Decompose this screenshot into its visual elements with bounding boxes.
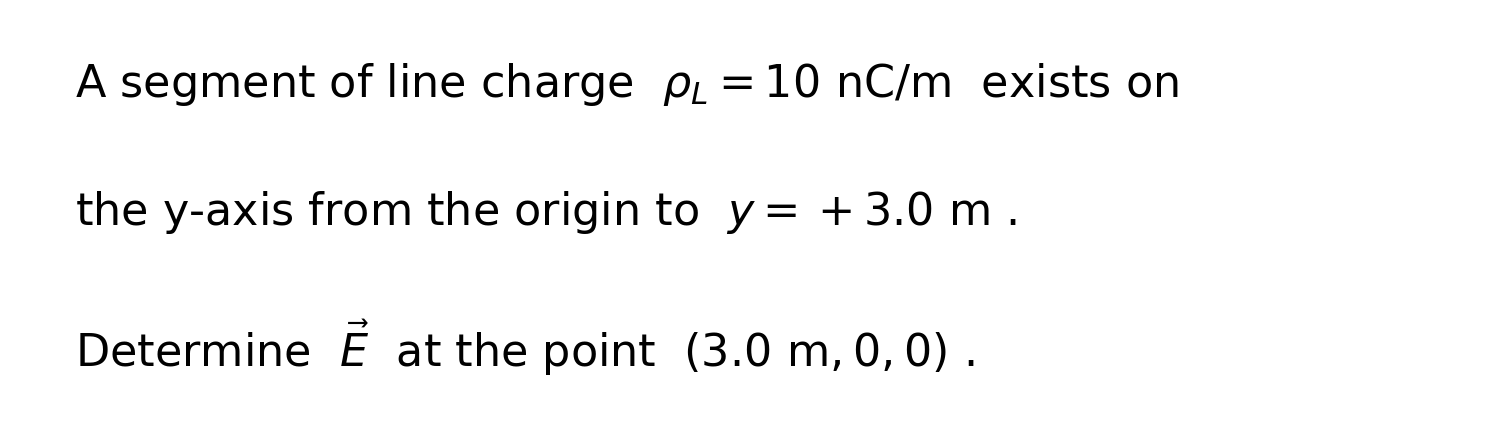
- Text: A segment of line charge  $\rho_L = 10 \ \mathrm{nC/m}$  exists on: A segment of line charge $\rho_L = 10 \ …: [75, 61, 1179, 108]
- Text: the y-axis from the origin to  $y = +3.0 \ \mathrm{m}$ .: the y-axis from the origin to $y = +3.0 …: [75, 189, 1017, 235]
- Text: Determine  $\vec{E}$  at the point  $(3.0 \ \mathrm{m}, 0, 0)$ .: Determine $\vec{E}$ at the point $(3.0 \…: [75, 318, 975, 378]
